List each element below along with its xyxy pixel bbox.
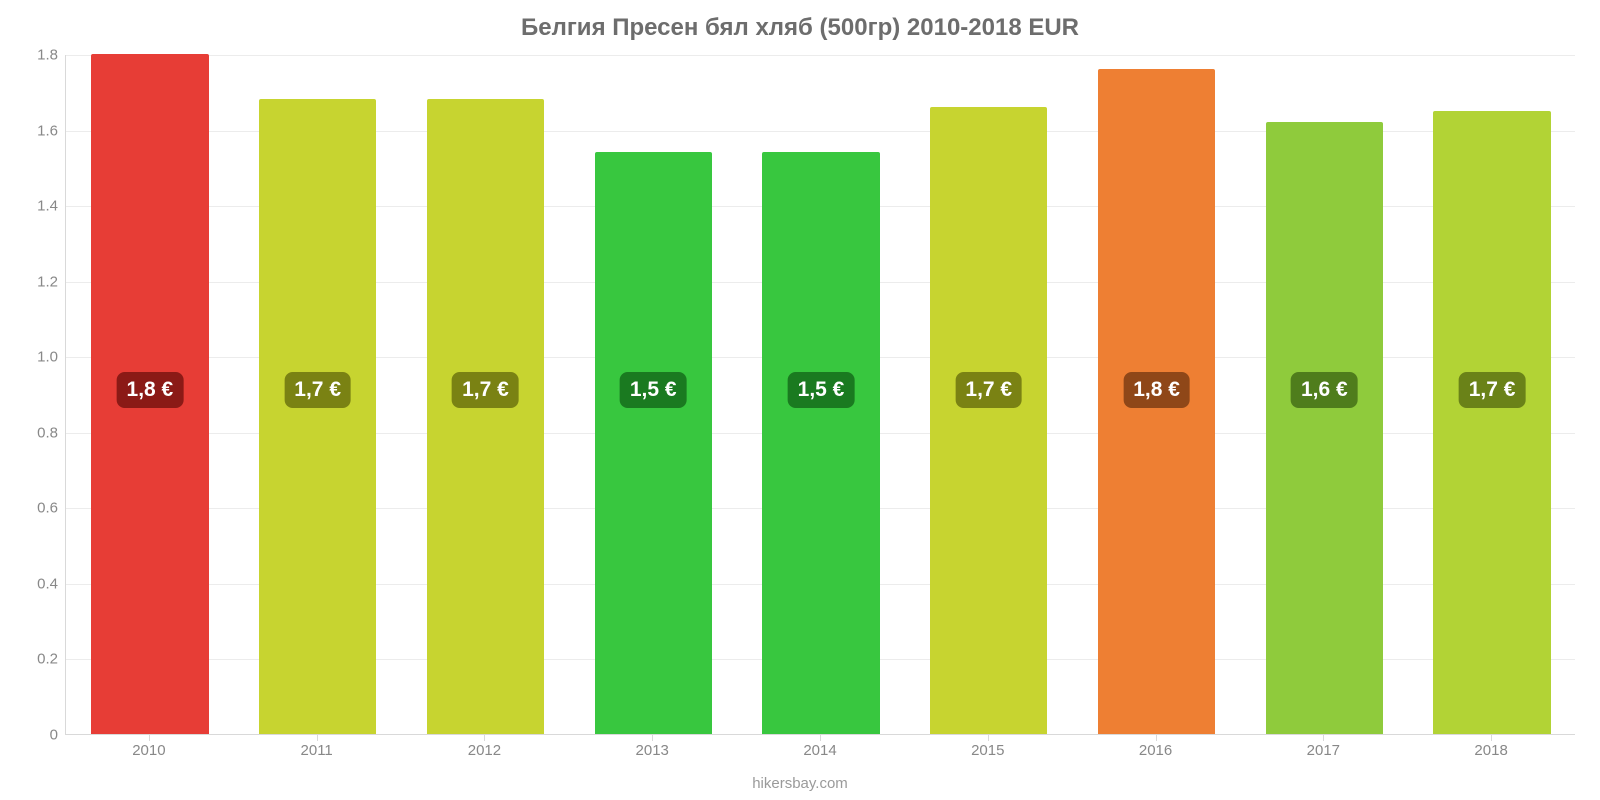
y-axis-label: 0.8 [8, 424, 58, 441]
y-axis-label: 0.4 [8, 575, 58, 592]
y-axis-label: 1.0 [8, 349, 58, 366]
bar [259, 99, 376, 734]
bar [1433, 111, 1550, 734]
y-axis-label: 1.6 [8, 122, 58, 139]
bar [595, 152, 712, 734]
x-axis-label: 2015 [971, 742, 1004, 759]
x-axis-label: 2011 [301, 742, 333, 759]
x-axis-label: 2014 [803, 742, 836, 759]
y-axis-label: 1.8 [8, 47, 58, 64]
y-axis-label: 1.2 [8, 273, 58, 290]
y-axis-label: 0 [8, 727, 58, 744]
x-tick [149, 735, 150, 741]
x-tick [820, 735, 821, 741]
y-axis-label: 1.4 [8, 198, 58, 215]
grid-line [66, 55, 1575, 56]
x-axis-label: 2017 [1307, 742, 1340, 759]
x-tick [1491, 735, 1492, 741]
bar [1266, 122, 1383, 734]
value-badge: 1,7 € [955, 372, 1022, 408]
x-axis-label: 2013 [636, 742, 669, 759]
x-tick [1156, 735, 1157, 741]
x-tick [1323, 735, 1324, 741]
x-tick [484, 735, 485, 741]
value-badge: 1,5 € [620, 372, 687, 408]
x-tick [988, 735, 989, 741]
y-axis-label: 0.6 [8, 500, 58, 517]
x-axis-label: 2018 [1474, 742, 1507, 759]
value-badge: 1,7 € [1459, 372, 1526, 408]
value-badge: 1,6 € [1291, 372, 1358, 408]
source-label: hikersbay.com [0, 775, 1600, 792]
plot-area: 1,8 € 1,7 € 1,7 € 1,5 € 1,5 € 1,7 € 1,8 € 1,6 €… [65, 55, 1575, 735]
bar [427, 99, 544, 734]
value-badge: 1,7 € [452, 372, 519, 408]
x-axis-label: 2016 [1139, 742, 1172, 759]
x-axis-label: 2010 [132, 742, 165, 759]
value-badge: 1,8 € [117, 372, 184, 408]
x-tick [652, 735, 653, 741]
chart-title: Белгия Пресен бял хляб (500гр) 2010-2018… [0, 14, 1600, 42]
value-badge: 1,7 € [284, 372, 351, 408]
x-axis-label: 2012 [468, 742, 501, 759]
bar [930, 107, 1047, 734]
y-axis-label: 0.2 [8, 651, 58, 668]
value-badge: 1,5 € [788, 372, 855, 408]
x-tick [317, 735, 318, 741]
chart-container: Белгия Пресен бял хляб (500гр) 2010-2018… [0, 0, 1600, 800]
bar [762, 152, 879, 734]
value-badge: 1,8 € [1123, 372, 1190, 408]
